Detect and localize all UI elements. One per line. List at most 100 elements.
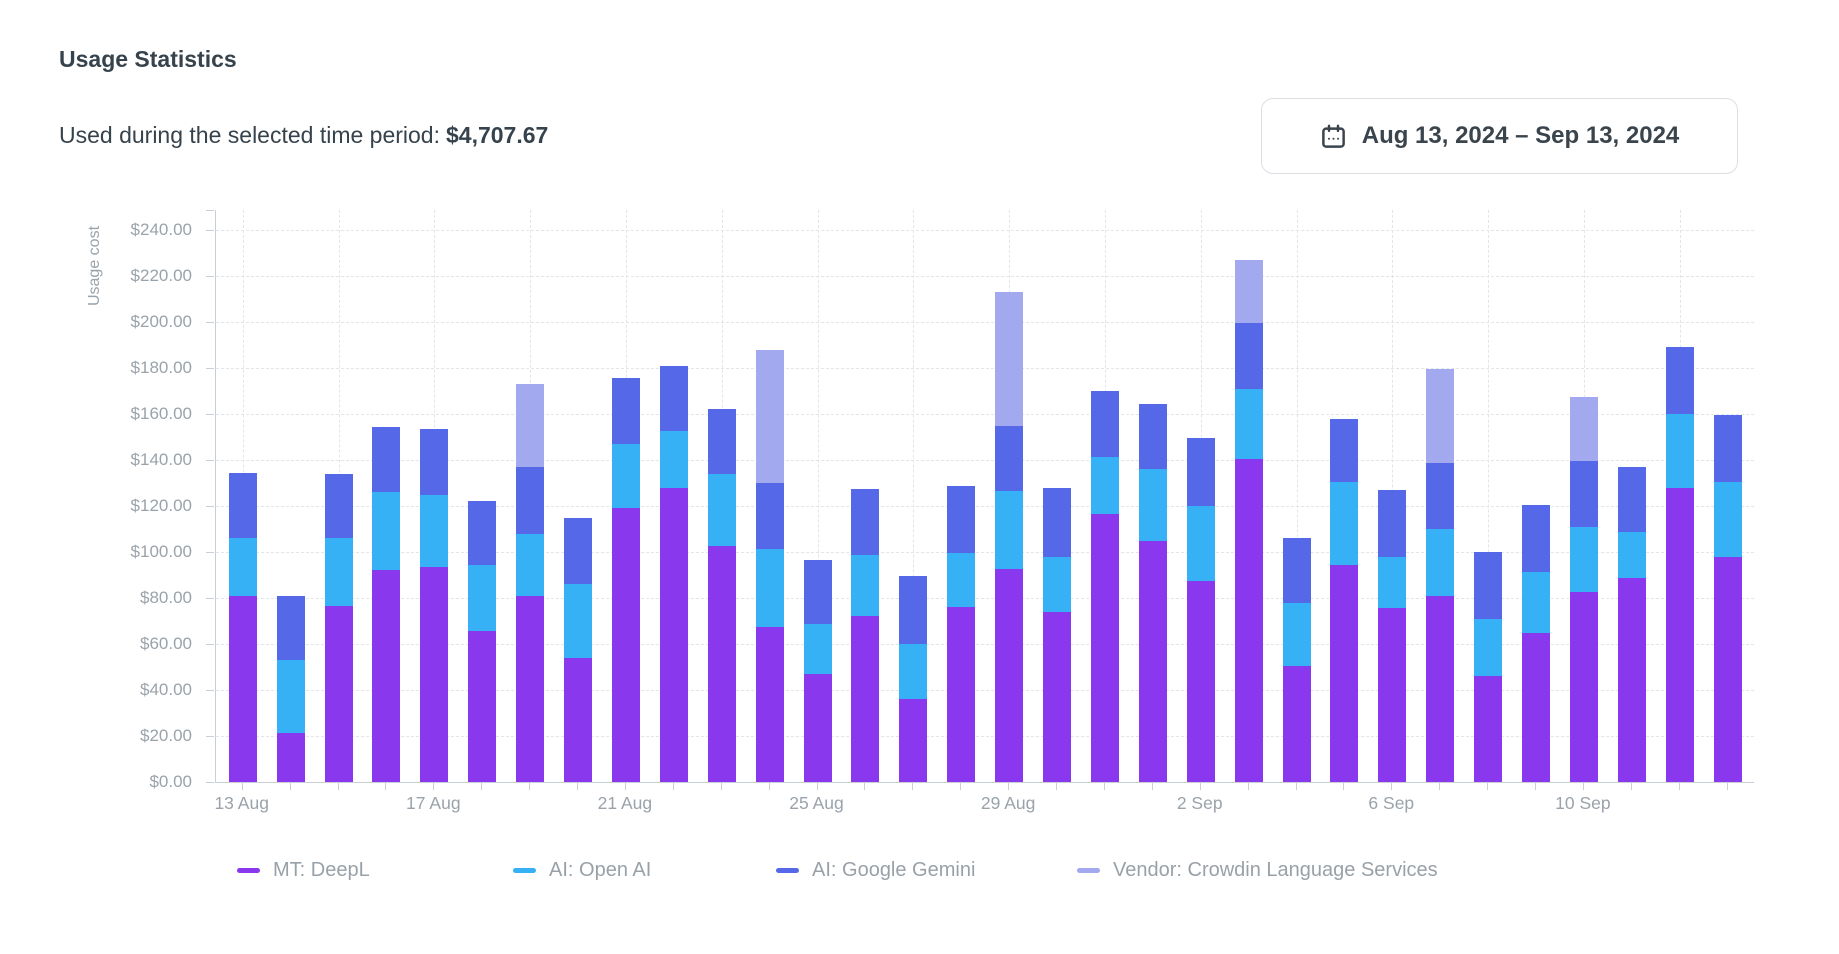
- bar-31-aug[interactable]: [1090, 391, 1119, 782]
- y-tick-label: $20.00: [140, 726, 192, 745]
- bar-13-sep[interactable]: [1713, 415, 1742, 782]
- bar-20-aug[interactable]: [564, 517, 592, 782]
- bar-segment-ai-open-ai: [1426, 529, 1455, 596]
- bar-4-sep[interactable]: [1282, 538, 1311, 782]
- bar-25-aug[interactable]: [803, 560, 832, 782]
- y-tick-label: $100.00: [130, 542, 192, 561]
- y-tick-mark: [206, 368, 214, 369]
- bar-segment-mt-deepl: [516, 595, 545, 782]
- y-tick-mark: [206, 210, 214, 211]
- bar-segment-ai-open-ai: [611, 443, 640, 509]
- v-gridline: [1488, 210, 1490, 782]
- bar-2-sep[interactable]: [1186, 438, 1215, 782]
- h-gridline: [216, 414, 1754, 415]
- y-tick-mark: [206, 460, 214, 461]
- bar-segment-mt-deepl: [1043, 611, 1071, 782]
- legend-item-mt-deepl[interactable]: MT: DeepL: [237, 857, 370, 883]
- bar-6-sep[interactable]: [1378, 489, 1407, 782]
- x-tick-label: 2 Sep: [1176, 793, 1223, 813]
- legend-label: AI: Open AI: [549, 858, 652, 881]
- y-tick-label: $240.00: [130, 220, 192, 239]
- y-tick-mark: [206, 506, 214, 507]
- legend-dash-icon: [513, 867, 536, 873]
- bar-segment-ai-google-gemini: [995, 425, 1024, 492]
- bar-19-aug[interactable]: [516, 384, 545, 782]
- bar-3-sep[interactable]: [1234, 259, 1263, 782]
- bar-segment-vendor-crowdin-language-services: [1234, 259, 1263, 324]
- bar-27-aug[interactable]: [899, 576, 928, 782]
- bar-18-aug[interactable]: [468, 501, 497, 782]
- bar-segment-ai-open-ai: [1186, 506, 1215, 581]
- bar-segment-ai-open-ai: [1617, 532, 1646, 579]
- bar-segment-ai-google-gemini: [1569, 461, 1598, 527]
- x-tick-mark: [864, 783, 866, 790]
- bar-segment-ai-open-ai: [1282, 602, 1311, 666]
- bar-segment-mt-deepl: [803, 673, 832, 782]
- bar-9-sep[interactable]: [1522, 504, 1550, 782]
- y-tick-mark: [206, 230, 214, 231]
- h-gridline: [216, 690, 1754, 691]
- bar-segment-ai-open-ai: [1378, 556, 1407, 609]
- bar-segment-ai-google-gemini: [1330, 418, 1359, 482]
- bar-segment-mt-deepl: [420, 566, 449, 782]
- bar-segment-mt-deepl: [1330, 564, 1359, 782]
- bar-segment-mt-deepl: [564, 657, 592, 782]
- bar-segment-ai-google-gemini: [516, 466, 545, 534]
- x-tick-mark: [1056, 783, 1057, 790]
- bar-segment-ai-open-ai: [1569, 526, 1598, 593]
- bar-segment-ai-open-ai: [228, 538, 257, 596]
- bar-26-aug[interactable]: [851, 488, 880, 782]
- x-tick-mark: [720, 783, 722, 790]
- x-tick-mark: [289, 783, 291, 790]
- bar-segment-vendor-crowdin-language-services: [1569, 396, 1598, 462]
- bar-23-aug[interactable]: [707, 409, 736, 782]
- x-tick-mark: [1439, 783, 1441, 790]
- bar-29-aug[interactable]: [995, 292, 1024, 782]
- bar-16-aug[interactable]: [372, 426, 401, 782]
- bar-28-aug[interactable]: [947, 486, 976, 782]
- y-tick-label: $140.00: [130, 450, 192, 469]
- bar-segment-ai-open-ai: [1522, 571, 1550, 633]
- bar-segment-mt-deepl: [707, 546, 736, 782]
- legend-dash-icon: [237, 867, 260, 873]
- bar-12-sep[interactable]: [1665, 347, 1694, 782]
- bar-24-aug[interactable]: [755, 349, 784, 782]
- bar-14-aug[interactable]: [276, 595, 305, 782]
- bar-segment-ai-google-gemini: [1138, 403, 1167, 470]
- legend-item-ai-google-gemini[interactable]: AI: Google Gemini: [776, 857, 975, 883]
- legend-item-ai-open-ai[interactable]: AI: Open AI: [513, 857, 651, 883]
- bar-segment-ai-open-ai: [659, 431, 688, 488]
- y-tick-mark: [206, 690, 214, 691]
- h-gridline: [216, 736, 1754, 737]
- bar-segment-ai-google-gemini: [1043, 487, 1071, 557]
- bar-segment-ai-google-gemini: [851, 488, 880, 556]
- x-tick-mark: [768, 783, 770, 790]
- bar-13-aug[interactable]: [228, 472, 257, 782]
- bar-segment-ai-open-ai: [1665, 414, 1694, 488]
- x-tick-label: 17 Aug: [406, 793, 461, 813]
- h-gridline: [216, 230, 1754, 231]
- bar-1-sep[interactable]: [1138, 403, 1167, 782]
- bar-17-aug[interactable]: [420, 428, 449, 782]
- bar-segment-mt-deepl: [947, 607, 976, 782]
- bar-15-aug[interactable]: [324, 473, 353, 782]
- bar-segment-mt-deepl: [899, 699, 928, 782]
- x-tick-label: 29 Aug: [980, 793, 1036, 813]
- bar-8-sep[interactable]: [1474, 552, 1503, 782]
- bar-segment-mt-deepl: [611, 508, 640, 782]
- bar-10-sep[interactable]: [1569, 396, 1598, 782]
- y-axis-title: Usage cost: [86, 225, 103, 307]
- bar-segment-ai-open-ai: [851, 555, 880, 617]
- y-tick-label: $80.00: [140, 588, 192, 607]
- bar-11-sep[interactable]: [1617, 466, 1646, 782]
- bar-7-sep[interactable]: [1426, 369, 1455, 782]
- legend-item-vendor-crowdin-language-services[interactable]: Vendor: Crowdin Language Services: [1077, 857, 1438, 883]
- legend-label: MT: DeepL: [273, 858, 370, 881]
- bar-22-aug[interactable]: [659, 365, 688, 782]
- bar-21-aug[interactable]: [611, 378, 640, 782]
- bar-segment-ai-google-gemini: [947, 486, 976, 554]
- bar-30-aug[interactable]: [1043, 487, 1071, 782]
- date-range-button[interactable]: Aug 13, 2024 – Sep 13, 2024: [1261, 98, 1738, 174]
- bar-5-sep[interactable]: [1330, 418, 1359, 782]
- bar-segment-ai-google-gemini: [372, 426, 401, 493]
